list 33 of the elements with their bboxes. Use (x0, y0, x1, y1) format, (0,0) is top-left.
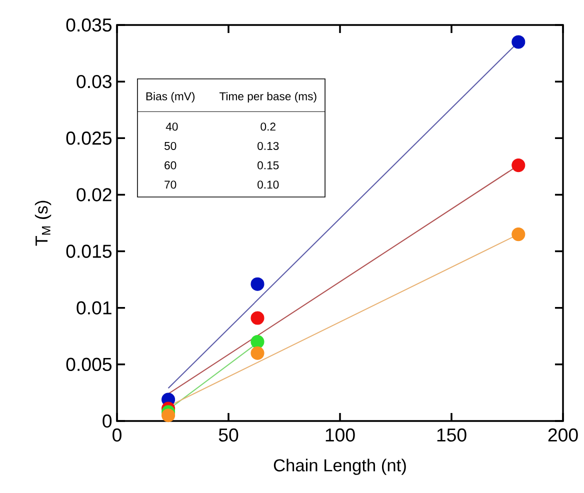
y-tick-label: 0.025 (66, 132, 112, 145)
annotation: 0.10 (258, 180, 279, 189)
y-tick-label: 0.01 (76, 301, 112, 314)
x-tick-label: 0 (112, 428, 122, 442)
point (250, 335, 264, 349)
y-tick-label: 0.02 (76, 188, 112, 202)
y-tick-label: 0.03 (76, 74, 112, 88)
y-tick-label: 0.015 (66, 244, 112, 258)
annotation: Bias (mV) (146, 92, 195, 103)
annotation: 0.13 (258, 142, 279, 150)
annotation: 70 (164, 180, 176, 189)
y-tick-label: 0.035 (66, 18, 112, 32)
x-tick-label: 200 (548, 428, 578, 442)
annotation: 50 (164, 142, 176, 150)
annotation: 0.2 (260, 122, 276, 131)
point (250, 277, 264, 291)
x-tick-label: 50 (218, 428, 238, 442)
point (250, 311, 264, 325)
y-tick-label: 0.005 (66, 358, 112, 372)
point (512, 35, 526, 49)
point (512, 228, 526, 242)
y-tick-label: 0 (102, 414, 112, 428)
point (512, 158, 526, 172)
annotation: 60 (164, 161, 176, 170)
x-tick-label: 100 (326, 428, 355, 442)
x-tick-label: 150 (437, 428, 466, 442)
annotation: 40 (166, 122, 178, 131)
point (250, 346, 264, 360)
point (162, 408, 176, 422)
annotation: Time per base (ms) (219, 92, 316, 103)
x-axis-title: Chain Length (nt) (274, 458, 406, 475)
annotation: 0.15 (258, 161, 279, 170)
y-axis-title: T$_{M}$ (s) (34, 200, 52, 246)
